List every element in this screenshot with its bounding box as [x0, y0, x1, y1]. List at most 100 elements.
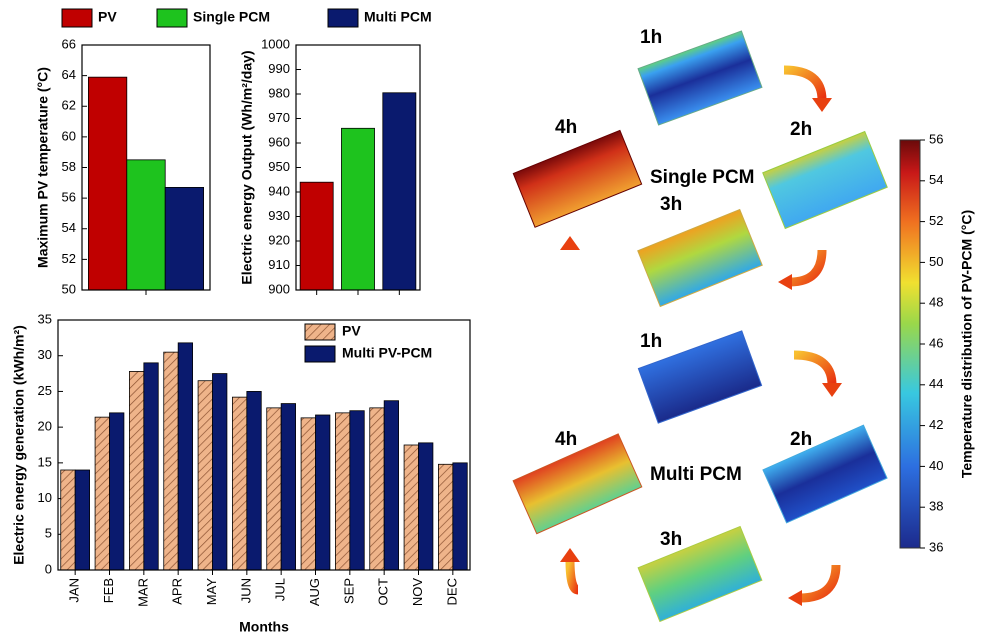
bar	[419, 443, 433, 570]
bar	[301, 418, 315, 570]
legend-label: PV	[342, 323, 361, 339]
y-tick-label: 920	[268, 232, 290, 247]
bar	[165, 187, 203, 290]
x-tick-label: OCT	[376, 578, 391, 606]
x-tick-label: SEP	[341, 578, 356, 604]
legend-swatch	[328, 9, 358, 27]
bar	[341, 128, 374, 290]
legend-label: Single PCM	[193, 9, 270, 25]
colorbar-tick-label: 46	[929, 335, 943, 350]
x-tick-label: NOV	[410, 578, 425, 607]
legend-swatch	[157, 9, 187, 27]
y-tick-label: 15	[38, 454, 52, 469]
step-label: 2h	[790, 119, 812, 140]
y-tick-label: 58	[62, 159, 76, 174]
y-axis-label: Electric energy generation (kWh/m²)	[11, 325, 27, 565]
colorbar-tick-label: 48	[929, 295, 943, 310]
x-tick-label: AUG	[307, 578, 322, 606]
y-tick-label: 0	[45, 561, 52, 576]
colorbar-tick-label: 44	[929, 376, 943, 391]
legend-label: PV	[98, 9, 117, 25]
x-axis-label: Months	[239, 619, 289, 635]
y-tick-label: 970	[268, 110, 290, 125]
y-tick-label: 950	[268, 159, 290, 174]
x-tick-label: MAY	[204, 578, 219, 606]
bar	[370, 408, 384, 570]
step-label: 3h	[660, 529, 682, 550]
y-tick-label: 56	[62, 190, 76, 205]
page: {"chart_data": [ {"type": "bar", "y_labe…	[0, 0, 982, 640]
bar	[198, 381, 212, 570]
y-tick-label: 50	[62, 281, 76, 296]
y-tick-label: 1000	[261, 36, 290, 51]
bar	[335, 413, 349, 570]
y-tick-label: 980	[268, 85, 290, 100]
x-tick-label: APR	[170, 578, 185, 605]
step-label: 3h	[660, 194, 682, 215]
y-axis-label: Electric energy Output (Wh/m²/day)	[239, 50, 255, 284]
bar	[178, 343, 192, 570]
bar	[404, 445, 418, 570]
bar	[267, 408, 281, 570]
bar	[453, 463, 467, 570]
bar	[300, 182, 333, 290]
step-label: 4h	[555, 429, 577, 450]
colorbar-tick-label: 38	[929, 499, 943, 514]
bar	[281, 404, 295, 570]
x-tick-label: JUN	[238, 578, 253, 603]
colorbar-tick-label: 42	[929, 417, 943, 432]
colorbar-tick-label: 50	[929, 254, 943, 269]
y-tick-label: 66	[62, 36, 76, 51]
x-tick-label: JUL	[273, 578, 288, 601]
bar	[350, 411, 364, 570]
step-label: 1h	[640, 27, 662, 48]
group-label: Single PCM	[650, 167, 755, 188]
legend-swatch	[305, 324, 335, 340]
bar	[127, 160, 165, 290]
y-tick-label: 20	[38, 419, 52, 434]
bar	[75, 470, 89, 570]
y-tick-label: 940	[268, 183, 290, 198]
step-label: 2h	[790, 429, 812, 450]
x-tick-label: DEC	[444, 578, 459, 605]
x-tick-label: FEB	[101, 578, 116, 603]
colorbar	[900, 140, 920, 548]
bar	[383, 93, 416, 290]
y-tick-label: 64	[62, 67, 76, 82]
bar	[95, 417, 109, 570]
bar	[213, 374, 227, 570]
figure: 1h 2h 3h 4h Single PCM 1h 2h 3h 4h Multi…	[0, 0, 982, 640]
y-tick-label: 54	[62, 220, 76, 235]
y-tick-label: 25	[38, 383, 52, 398]
group-label: Multi PCM	[650, 464, 742, 485]
y-tick-label: 990	[268, 61, 290, 76]
bar	[232, 397, 246, 570]
bar	[247, 391, 261, 570]
colorbar-tick-label: 54	[929, 172, 943, 187]
colorbar-tick-label: 52	[929, 213, 943, 228]
legend-label: Multi PCM	[364, 9, 432, 25]
step-label: 1h	[640, 331, 662, 352]
bar	[88, 77, 126, 290]
y-tick-label: 30	[38, 347, 52, 362]
step-label: 4h	[555, 117, 577, 138]
y-tick-label: 910	[268, 257, 290, 272]
colorbar-label: Temperature distribution of PV-PCM (°C)	[959, 210, 975, 478]
colorbar-tick-label: 40	[929, 458, 943, 473]
bar	[110, 413, 124, 570]
legend-swatch	[305, 346, 335, 362]
y-tick-label: 900	[268, 281, 290, 296]
y-tick-label: 5	[45, 526, 52, 541]
y-tick-label: 960	[268, 134, 290, 149]
bar	[61, 470, 75, 570]
colorbar-tick-label: 36	[929, 539, 943, 554]
bar	[316, 415, 330, 570]
x-tick-label: JAN	[67, 578, 82, 603]
y-axis-label: Maximum PV temperature (°C)	[35, 67, 51, 268]
bar	[144, 363, 158, 570]
bar	[438, 464, 452, 570]
y-tick-label: 60	[62, 128, 76, 143]
bar	[129, 371, 143, 570]
legend-label: Multi PV-PCM	[342, 345, 432, 361]
y-tick-label: 930	[268, 208, 290, 223]
